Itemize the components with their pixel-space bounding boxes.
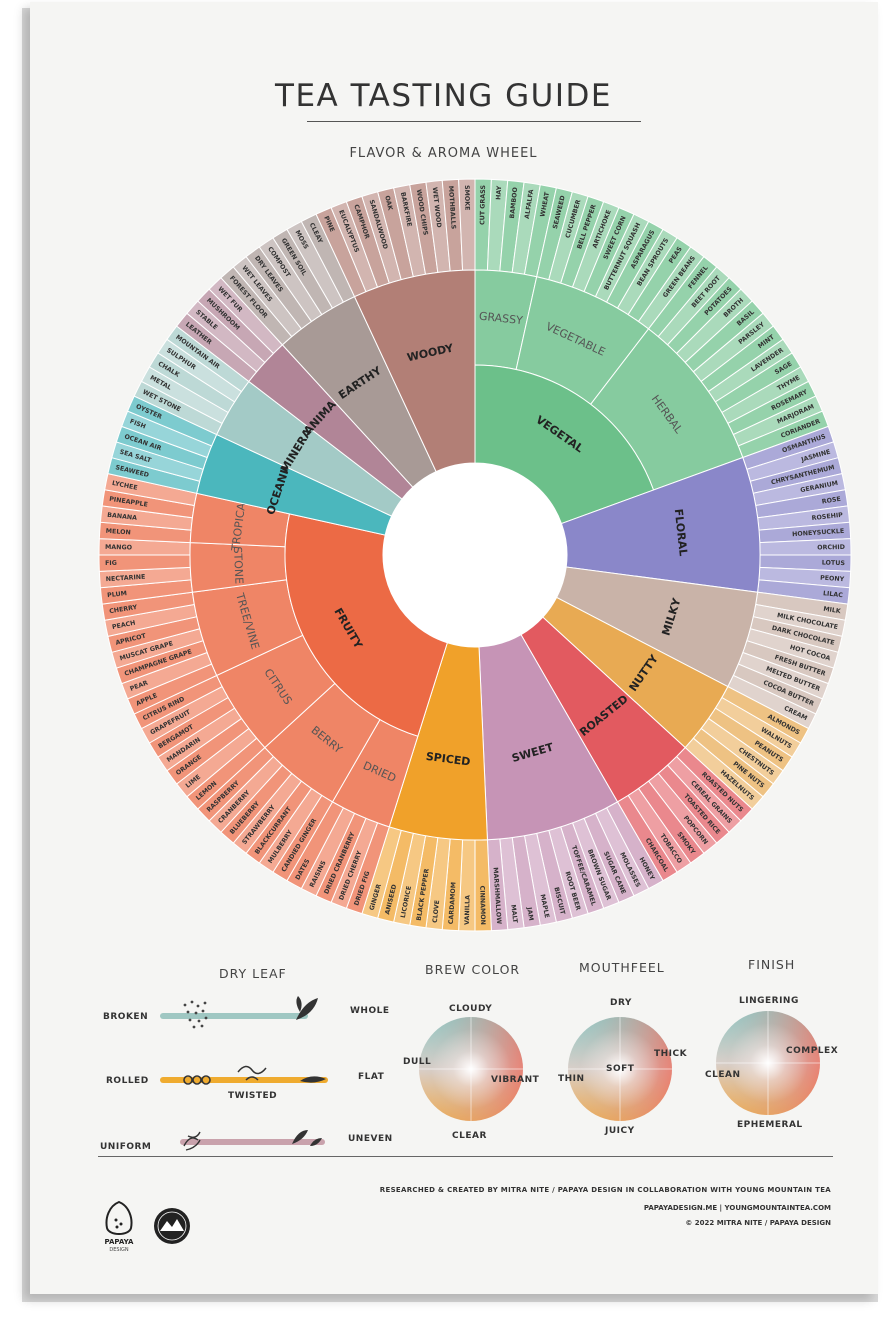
- flavor-note-label: BAMBOO: [509, 186, 519, 219]
- dry-leaf-left-label-1: ROLLED: [106, 1076, 149, 1086]
- flavor-note-label: CHERRY: [109, 604, 138, 615]
- finish-title: FINISH: [748, 957, 796, 972]
- poster-title: TEA TASTING GUIDE: [275, 78, 612, 114]
- dry-leaf-right-label-1: FLAT: [358, 1072, 385, 1082]
- flavor-note-label: SMOKE: [463, 185, 471, 210]
- flavor-category-segment: [474, 364, 655, 525]
- flavor-note-label: ORCHID: [817, 544, 845, 552]
- finish-right-label: COMPLEX: [786, 1046, 839, 1056]
- brew-color-right-label: VIBRANT: [491, 1075, 540, 1085]
- flavor-note-label: MARSHMALLOW: [491, 867, 502, 924]
- flavor-note-label: JAM: [525, 906, 534, 921]
- mouthfeel-bottom-label: JUICY: [605, 1126, 635, 1136]
- brew-color-title: BREW COLOR: [425, 962, 521, 977]
- wheel-center: [383, 463, 567, 647]
- flavor-note-label: MAPLE: [539, 894, 551, 919]
- flavor-note-label: NECTARINE: [106, 574, 146, 584]
- flavor-subcategory-label: GRASSY: [478, 310, 523, 328]
- flavor-category-label: SPICED: [425, 750, 471, 769]
- dry-leaf-mid-label-1: TWISTED: [228, 1091, 278, 1101]
- flavor-note-label: PEACH: [112, 620, 137, 631]
- flavor-category-label: FLORAL: [672, 508, 690, 557]
- flavor-note-label: VANILLA: [464, 895, 472, 925]
- flavor-note-label: MALT: [509, 904, 518, 924]
- flavor-note-label: MILK: [823, 606, 842, 616]
- flavor-note-label: CARDAMOM: [448, 882, 458, 925]
- title-underline: [307, 121, 641, 122]
- papaya-logo-icon: [105, 1200, 133, 1235]
- flavor-note-label: CUT GRASS: [479, 185, 487, 226]
- footer-credit: RESEARCHED & CREATED BY MITRA NITE / PAP…: [379, 1186, 831, 1194]
- papaya-logo-subtext: DESIGN: [109, 1247, 129, 1253]
- mouthfeel-title: MOUTHFEEL: [579, 960, 665, 975]
- finish-top-label: LINGERING: [739, 996, 799, 1006]
- dry-leaf-left-label-2: UNIFORM: [100, 1142, 152, 1152]
- flavor-note-label: MELON: [106, 528, 131, 537]
- flavor-note-label: ROSE: [821, 496, 841, 506]
- mouthfeel-center-label: SOFT: [606, 1064, 635, 1074]
- mouthfeel-left-label: THIN: [558, 1074, 585, 1084]
- dry-leaf-right-label-0: WHOLE: [350, 1006, 390, 1016]
- brew-color-bottom-label: CLEAR: [452, 1131, 487, 1141]
- flavor-note-label: PEONY: [820, 575, 845, 584]
- flavor-note-label: CINNAMON: [478, 886, 486, 925]
- flavor-note-label: LILAC: [823, 590, 844, 599]
- dry-leaf-title: DRY LEAF: [219, 966, 287, 981]
- flavor-note-label: ROSEHIP: [811, 512, 843, 522]
- footer-divider: [98, 1156, 833, 1157]
- flavor-note-label: LOTUS: [822, 560, 846, 568]
- mouthfeel-top-label: DRY: [610, 998, 632, 1008]
- mouthfeel-right-label: THICK: [654, 1049, 688, 1059]
- flavor-note-label: FIG: [105, 560, 117, 567]
- flavor-subcategory-label: STONE: [231, 546, 246, 584]
- finish-bottom-label: EPHEMERAL: [737, 1120, 803, 1130]
- dry-leaf-right-label-2: UNEVEN: [348, 1134, 393, 1144]
- young-mountain-tea-logo-icon: [154, 1208, 190, 1244]
- flavor-note-label: OAK: [383, 195, 394, 212]
- footer-copyright: © 2022 MITRA NITE / PAPAYA DESIGN: [685, 1219, 831, 1227]
- flavor-note-label: CLOVE: [432, 900, 441, 923]
- finish-left-label: CLEAN: [705, 1070, 741, 1080]
- papaya-logo-text: PAPAYA: [104, 1238, 134, 1246]
- flavor-note-label: LYCHEE: [111, 480, 138, 492]
- flavor-note-label: WET WOOD: [431, 187, 442, 228]
- flavor-note-label: BANANA: [107, 512, 138, 522]
- brew-color-top-label: CLOUDY: [449, 1004, 493, 1014]
- footer-websites: PAPAYADESIGN.ME | YOUNGMOUNTAINTEA.COM: [643, 1204, 831, 1212]
- flavor-note-label: MOTHBALLS: [447, 186, 457, 230]
- poster-subtitle: FLAVOR & AROMA WHEEL: [349, 146, 538, 161]
- flavor-note-label: HAY: [495, 185, 503, 200]
- flavor-note-label: WHEAT: [539, 191, 551, 218]
- flavor-note-label: MANGO: [105, 544, 133, 552]
- flavor-note-label: ALFALFA: [524, 189, 535, 220]
- flavor-note-label: HONEYSUCKLE: [792, 528, 845, 538]
- dry-leaf-left-label-0: BROKEN: [103, 1012, 149, 1022]
- brew-color-left-label: DULL: [403, 1057, 432, 1067]
- flavor-note-label: PLUM: [107, 590, 127, 599]
